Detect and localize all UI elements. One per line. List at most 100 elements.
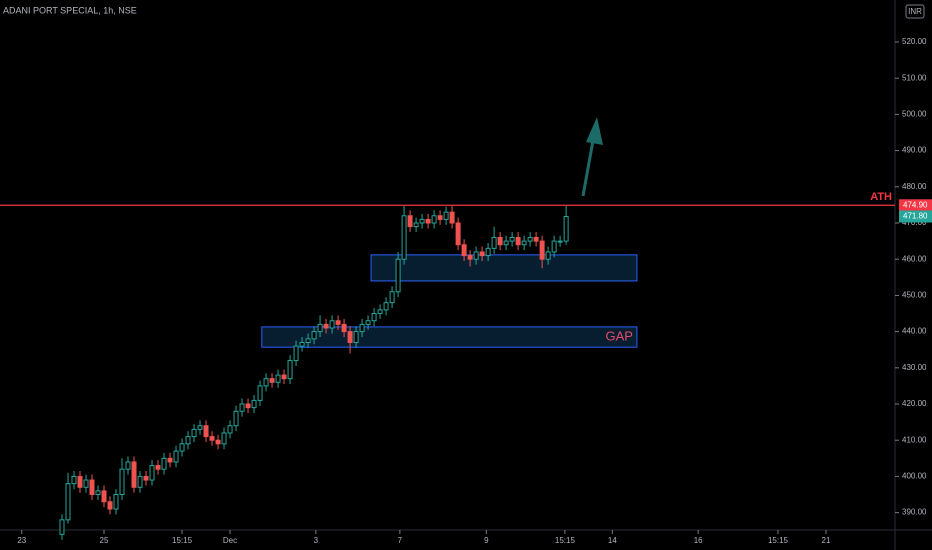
candle-body — [191, 428, 197, 438]
candle-body — [179, 443, 185, 452]
candle-body — [227, 425, 233, 434]
candle-body — [305, 338, 311, 343]
x-tick-label: 15:15 — [768, 536, 789, 545]
candle-body — [521, 240, 527, 246]
y-tick-label: 410.00 — [902, 435, 927, 444]
candle-body — [245, 403, 251, 409]
x-tick-label: 15:15 — [555, 536, 576, 545]
y-tick-label: 430.00 — [902, 363, 927, 372]
candle-body — [425, 218, 431, 224]
candle-body — [197, 425, 203, 430]
candle-body — [83, 479, 89, 488]
x-tick-label: 14 — [608, 536, 617, 545]
candle-body — [371, 313, 377, 322]
candle-body — [551, 240, 557, 253]
candle-body — [143, 475, 149, 481]
ath-price-box — [899, 199, 932, 212]
candle-body — [389, 291, 395, 304]
candle-body — [113, 494, 119, 510]
candle-body — [359, 323, 365, 333]
candle-body — [101, 490, 107, 503]
candle-body — [509, 236, 515, 242]
candle-body — [329, 320, 335, 329]
candle-body — [119, 468, 125, 496]
candle-body — [533, 236, 539, 242]
candle-body — [71, 475, 77, 485]
zone-label: GAP — [605, 328, 632, 343]
candle-body — [233, 410, 239, 427]
ath-price: 474.90 — [903, 200, 928, 209]
y-tick-label: 470.00 — [902, 218, 927, 227]
y-tick-label: 490.00 — [902, 146, 927, 155]
candle-body — [401, 215, 407, 260]
candle-body — [365, 320, 371, 325]
candle-body — [77, 475, 83, 488]
candle-body — [413, 222, 419, 228]
y-tick-label: 450.00 — [902, 291, 927, 300]
x-tick-label: 23 — [17, 536, 26, 545]
candle-body — [485, 247, 491, 257]
candle-body — [275, 374, 281, 383]
candle-body — [263, 378, 269, 387]
candle-body — [311, 331, 317, 340]
y-tick-label: 480.00 — [902, 182, 927, 191]
candle-body — [563, 215, 569, 242]
candle-body — [545, 251, 551, 260]
candle-body — [443, 211, 449, 220]
candle-body — [383, 302, 389, 311]
candle-body — [539, 240, 545, 260]
candle-body — [281, 374, 287, 380]
y-tick-label: 460.00 — [902, 254, 927, 263]
last-price: 471.80 — [903, 212, 928, 221]
candle-body — [203, 425, 209, 438]
candle-body — [65, 483, 71, 521]
candle-body — [161, 457, 167, 470]
candle-body — [209, 436, 215, 441]
candle-body — [299, 341, 305, 347]
candle-body — [59, 519, 65, 535]
candle-body — [347, 331, 353, 343]
candle-body — [341, 323, 347, 333]
candle-body — [491, 236, 497, 249]
zone — [370, 254, 638, 282]
candle-body — [431, 215, 437, 224]
last-price-box — [899, 210, 932, 223]
candle-body — [377, 309, 383, 315]
candle-body — [353, 331, 359, 343]
candle-body — [95, 490, 101, 496]
x-tick-label: Dec — [223, 536, 237, 545]
y-tick-label: 400.00 — [902, 472, 927, 481]
y-tick-label: 500.00 — [902, 110, 927, 119]
candle-body — [527, 236, 533, 242]
currency-box — [905, 4, 925, 19]
candle-body — [257, 385, 263, 401]
x-tick-label: 25 — [100, 536, 109, 545]
candle-body — [419, 218, 425, 224]
candle-body — [455, 222, 461, 246]
candle-body — [239, 403, 245, 412]
candle-body — [173, 450, 179, 463]
candle-body — [155, 465, 161, 470]
candle-body — [269, 378, 275, 383]
x-tick-label: 7 — [398, 536, 403, 545]
candle-body — [287, 360, 293, 380]
candle-body — [473, 251, 479, 260]
x-tick-label: 16 — [694, 536, 703, 545]
y-tick-label: 420.00 — [902, 399, 927, 408]
candle-body — [557, 240, 563, 243]
x-tick-label: 9 — [484, 536, 489, 545]
candle-body — [251, 399, 257, 409]
candle-body — [395, 258, 401, 293]
candle-body — [107, 501, 113, 510]
candle-body — [89, 479, 95, 496]
arrow — [581, 117, 603, 197]
ath-label: ATH — [870, 191, 892, 203]
candle-body — [437, 215, 443, 220]
candle-body — [125, 461, 131, 470]
currency: INR — [908, 7, 922, 16]
candle-body — [137, 475, 143, 488]
candle-body — [215, 439, 221, 445]
candle-body — [323, 323, 329, 329]
